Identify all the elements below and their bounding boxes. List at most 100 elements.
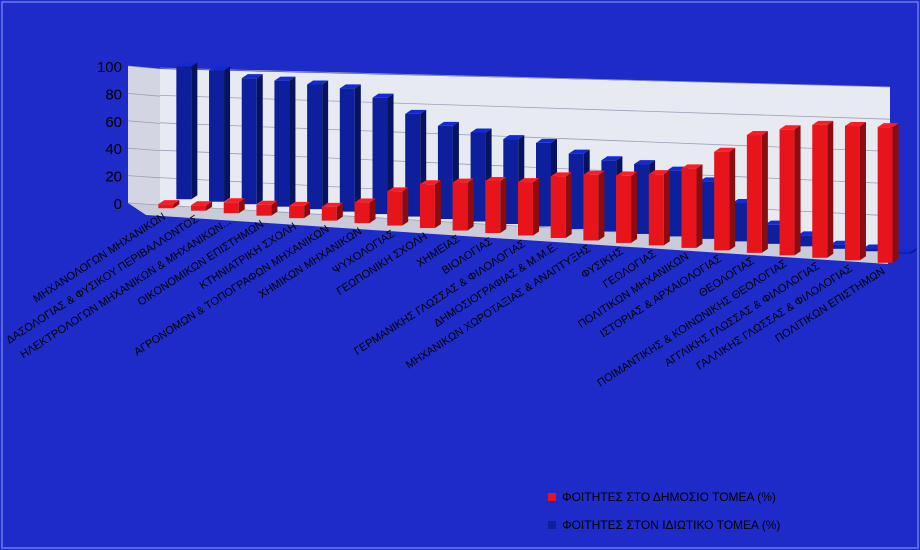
bar-private-16-front <box>699 181 715 239</box>
bar-public-10 <box>485 176 507 234</box>
bar-public-7-top <box>387 187 409 192</box>
bar-public-7 <box>387 187 409 226</box>
y-tick-label: 40 <box>105 141 122 158</box>
bar-private-13-top <box>601 156 623 161</box>
bar-public-2 <box>223 198 245 214</box>
bar-public-10-side <box>500 176 507 234</box>
bar-public-16-front <box>681 168 697 248</box>
bar-private-19-front <box>797 235 813 247</box>
y-tick-label: 80 <box>105 86 122 103</box>
gridline-side <box>127 175 161 179</box>
bar-public-4-top <box>289 201 311 206</box>
bar-public-5-front <box>321 206 337 221</box>
bar-public-22-front <box>877 127 893 263</box>
bar-public-9-top <box>452 178 474 183</box>
bar-private-4-top <box>307 80 329 85</box>
bar-private-12-top <box>568 149 590 154</box>
bar-private-13-front <box>601 160 617 232</box>
bar-public-15-side <box>663 170 670 246</box>
bar-public-6-front <box>354 202 370 224</box>
bars <box>158 62 917 263</box>
bar-public-3-side <box>271 200 278 216</box>
bar-public-16-side <box>696 164 703 248</box>
gridline-side <box>127 93 161 97</box>
bar-private-5 <box>339 84 361 212</box>
bar-private-7-top <box>405 109 427 114</box>
bar-private-22-front <box>895 252 911 254</box>
bar-public-20-top <box>812 120 834 125</box>
bar-public-14-side <box>631 171 638 243</box>
bar-public-4 <box>289 201 311 219</box>
bar-private-6-top <box>372 93 394 98</box>
bar-private-5-front <box>339 88 355 212</box>
bar-public-20-front <box>812 124 828 258</box>
bar-public-10-front <box>485 180 501 234</box>
bar-public-13-side <box>598 170 605 241</box>
bar-public-2-top <box>223 198 245 203</box>
bar-public-20-side <box>827 120 834 258</box>
bar-public-19-front <box>779 129 795 256</box>
legend-swatch-public <box>548 493 556 501</box>
bar-private-15-front <box>666 170 682 237</box>
bar-public-12-top <box>550 172 572 177</box>
bar-public-14 <box>616 171 638 243</box>
bar-public-13-top <box>583 170 605 175</box>
bar-private-0 <box>176 62 198 200</box>
bar-private-10-front <box>503 139 519 225</box>
bar-private-8-top <box>437 121 459 126</box>
bar-public-11-top <box>518 178 539 183</box>
bar-private-11-front <box>536 142 551 227</box>
bar-public-1 <box>191 201 213 211</box>
bar-public-5 <box>321 202 343 221</box>
bar-private-6-front <box>372 97 388 215</box>
y-tick-label: 20 <box>105 169 122 186</box>
bar-public-0-top <box>158 200 180 205</box>
bar-public-6-top <box>354 198 376 203</box>
bar-public-14-front <box>616 175 632 243</box>
gridline <box>159 67 891 88</box>
bar-public-19-top <box>779 125 801 130</box>
bar-public-16-top <box>681 164 703 169</box>
bar-public-22-side <box>892 123 899 263</box>
bar-public-2-front <box>223 202 239 214</box>
bar-private-22-top <box>895 248 917 253</box>
bar-private-12-front <box>568 153 584 229</box>
bar-public-11 <box>518 178 539 236</box>
bar-public-17 <box>714 147 736 251</box>
bar-public-18-front <box>746 135 762 253</box>
bar-public-1-top <box>191 201 213 206</box>
bar-private-6-side <box>387 93 394 215</box>
gridline-side <box>127 202 161 206</box>
bar-private-2-side <box>256 74 263 205</box>
bar-public-22-top <box>877 123 899 128</box>
bar-private-20-front <box>830 244 846 249</box>
bar-public-12 <box>550 172 572 238</box>
gridline-side <box>127 120 161 124</box>
bar-public-2-side <box>238 198 245 214</box>
bar-public-21-front <box>844 126 860 261</box>
bar-public-0 <box>158 200 180 209</box>
y-tick-label: 60 <box>105 114 122 131</box>
bar-private-21-front <box>862 248 878 252</box>
bar-public-15-front <box>648 174 664 246</box>
bar-public-0-side <box>173 200 180 209</box>
bar-public-21-side <box>859 122 866 261</box>
bar-private-22 <box>895 248 917 254</box>
bar-public-1-side <box>206 201 213 211</box>
bar-public-15-top <box>648 170 670 175</box>
bar-private-10-top <box>503 135 525 140</box>
bar-public-6 <box>354 198 376 224</box>
bar-public-3 <box>256 200 278 216</box>
bar-public-17-top <box>714 147 736 152</box>
bar-private-0-top <box>176 62 198 67</box>
bar-public-21 <box>844 122 866 261</box>
bar-private-3-front <box>274 80 290 207</box>
bar-private-3-side <box>289 76 296 207</box>
bar-private-9-front <box>470 132 486 222</box>
bar-private-3 <box>274 76 296 207</box>
bar-public-3-top <box>256 200 278 205</box>
bar-public-7-side <box>402 187 409 226</box>
bar-public-12-side <box>565 172 572 238</box>
legend-item-private: ΦΟΙΤΗΤΕΣ ΣΤΟΝ ΙΔΙΩΤΙΚΟ ΤΟΜΕΑ (%) <box>548 518 888 532</box>
bar-public-22 <box>877 123 899 263</box>
